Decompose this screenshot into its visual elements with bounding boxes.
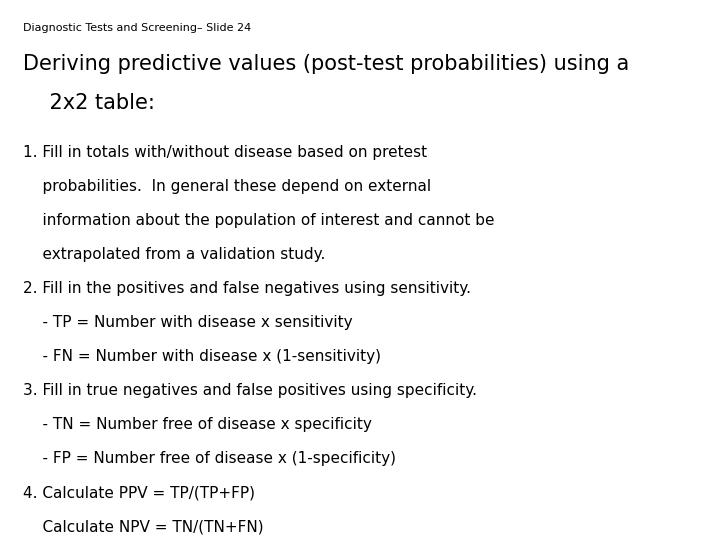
Text: Calculate NPV = TN/(TN+FN): Calculate NPV = TN/(TN+FN) <box>23 519 264 535</box>
Text: Diagnostic Tests and Screening– Slide 24: Diagnostic Tests and Screening– Slide 24 <box>23 23 251 33</box>
Text: - FN = Number with disease x (1-sensitivity): - FN = Number with disease x (1-sensitiv… <box>23 349 381 364</box>
Text: 2x2 table:: 2x2 table: <box>23 93 155 113</box>
Text: - TN = Number free of disease x specificity: - TN = Number free of disease x specific… <box>23 417 372 433</box>
Text: 1. Fill in totals with/without disease based on pretest: 1. Fill in totals with/without disease b… <box>23 145 427 160</box>
Text: 4. Calculate PPV = TP/(TP+FP): 4. Calculate PPV = TP/(TP+FP) <box>23 485 255 501</box>
Text: information about the population of interest and cannot be: information about the population of inte… <box>23 213 495 228</box>
Text: extrapolated from a validation study.: extrapolated from a validation study. <box>23 247 325 262</box>
Text: 3. Fill in true negatives and false positives using specificity.: 3. Fill in true negatives and false posi… <box>23 383 477 399</box>
Text: - TP = Number with disease x sensitivity: - TP = Number with disease x sensitivity <box>23 315 353 330</box>
Text: 2. Fill in the positives and false negatives using sensitivity.: 2. Fill in the positives and false negat… <box>23 281 471 296</box>
Text: - FP = Number free of disease x (1-specificity): - FP = Number free of disease x (1-speci… <box>23 451 396 467</box>
Text: Deriving predictive values (post-test probabilities) using a: Deriving predictive values (post-test pr… <box>23 54 629 74</box>
Text: probabilities.  In general these depend on external: probabilities. In general these depend o… <box>23 179 431 194</box>
